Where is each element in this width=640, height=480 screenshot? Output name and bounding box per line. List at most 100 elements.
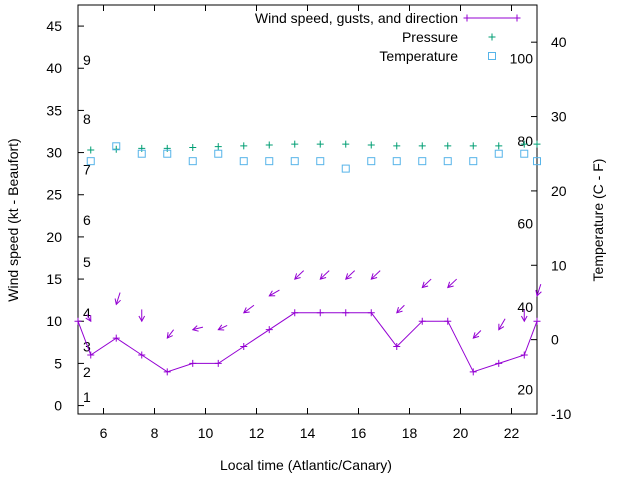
arrow-head [535,289,542,297]
wind-direction-arrow [85,314,92,323]
plot-frame [77,4,538,415]
wind-speed-point [444,317,452,325]
arrow-head [138,315,146,323]
pressure-point [138,144,146,152]
wind-speed-point [112,334,120,342]
wind-speed-point [74,317,82,325]
temperature-point [494,149,503,158]
arrow-shaft [370,270,381,280]
fahrenheit-label: 20 [517,381,533,397]
temperature-point [367,157,376,166]
beaufort-label: 2 [83,364,91,380]
wind-direction-arrow [498,318,506,331]
temperature-point [469,157,478,166]
y2-tick-label: -10 [551,406,571,422]
y-tick-label: 10 [46,313,62,329]
wind-direction-arrow [421,278,432,289]
y-tick-label: 5 [54,355,62,371]
wind-speed-point [495,359,503,367]
wind-speed-point [291,309,299,317]
y2-tick-label: 40 [551,34,567,50]
y-tick-label: 40 [46,60,62,76]
arrow-shaft [115,292,121,305]
arrow-shaft [472,330,482,339]
pressure-point [367,141,375,149]
pressure-point [189,144,197,152]
y-tick-label: 0 [54,398,62,414]
x-tick-label: 18 [402,425,418,441]
arrow-shaft [86,314,92,322]
wind-direction-arrow [535,283,542,297]
wind-direction-arrow [472,330,482,339]
pressure-point [342,140,350,148]
x-tick-label: 12 [249,425,265,441]
wind-speed-point [342,309,350,317]
wind-direction-arrow [520,309,528,323]
arrow-head [242,307,250,314]
temperature-point [443,157,452,166]
arrow-head [472,332,480,339]
arrow-shaft [268,289,280,297]
legend-label: Pressure [402,29,458,45]
beaufort-label: 4 [83,305,91,321]
temperature-point [316,157,325,166]
wind-speed-point [87,351,95,359]
wind-direction-arrow [114,292,121,306]
wind-speed-point [316,309,324,317]
arrow-shaft [319,270,330,280]
arrow-head [447,281,454,289]
wind-speed-point [214,359,222,367]
pressure-point [291,140,299,148]
wind-speed-point [240,343,248,351]
temperature-point [418,157,427,166]
pressure-point [163,144,171,152]
wind-direction-arrow [294,270,305,280]
temperature-point [239,157,248,166]
y-axis-title: Wind speed (kt - Beaufort) [5,138,21,301]
beaufort-label: 5 [83,254,91,270]
wind-speed-point [418,317,426,325]
temperature-point [86,157,95,166]
temperature-point [214,149,223,158]
temperature-point [137,149,146,158]
arrow-head [396,306,403,314]
wind-direction-arrow [447,278,458,289]
arrow-head [319,273,327,280]
arrow-head [421,281,429,289]
x-axis-title: Local time (Atlantic/Canary) [220,457,392,473]
arrow-shaft [166,329,175,339]
wind-speed-line [77,312,538,373]
y-tick-label: 45 [46,18,62,34]
wind-speed-point [138,351,146,359]
x-tick-label: 8 [151,425,159,441]
arrow-head [345,273,352,280]
arrow-head [217,324,225,331]
fahrenheit-label: 100 [510,51,534,67]
wind-direction-arrow [242,304,255,314]
pressure-point [495,142,503,150]
pressure-point [520,140,528,148]
pressure-point [87,146,95,154]
pressure-point [533,140,541,148]
wind-direction-arrow [217,324,228,331]
arrow-shaft [345,270,356,280]
beaufort-label: 9 [83,52,91,68]
arrow-shaft [294,270,305,280]
arrow-shaft [396,304,405,314]
wind-speed-point [469,368,477,376]
legend-label: Temperature [379,48,458,64]
temperature-point [265,157,274,166]
temperature-point [520,149,529,158]
arrow-shaft [192,326,204,331]
legend-sample-wind-marker [463,14,471,22]
arrow-shaft [498,318,506,330]
legend-sample-pressure [488,33,496,41]
y-tick-label: 35 [46,102,62,118]
pressure-point [316,140,324,148]
legend-sample-wind-marker [513,14,521,22]
arrow-head [498,323,505,331]
wind-direction-arrow [191,325,204,332]
arrow-shaft [421,278,432,288]
wind-speed-point [533,317,541,325]
